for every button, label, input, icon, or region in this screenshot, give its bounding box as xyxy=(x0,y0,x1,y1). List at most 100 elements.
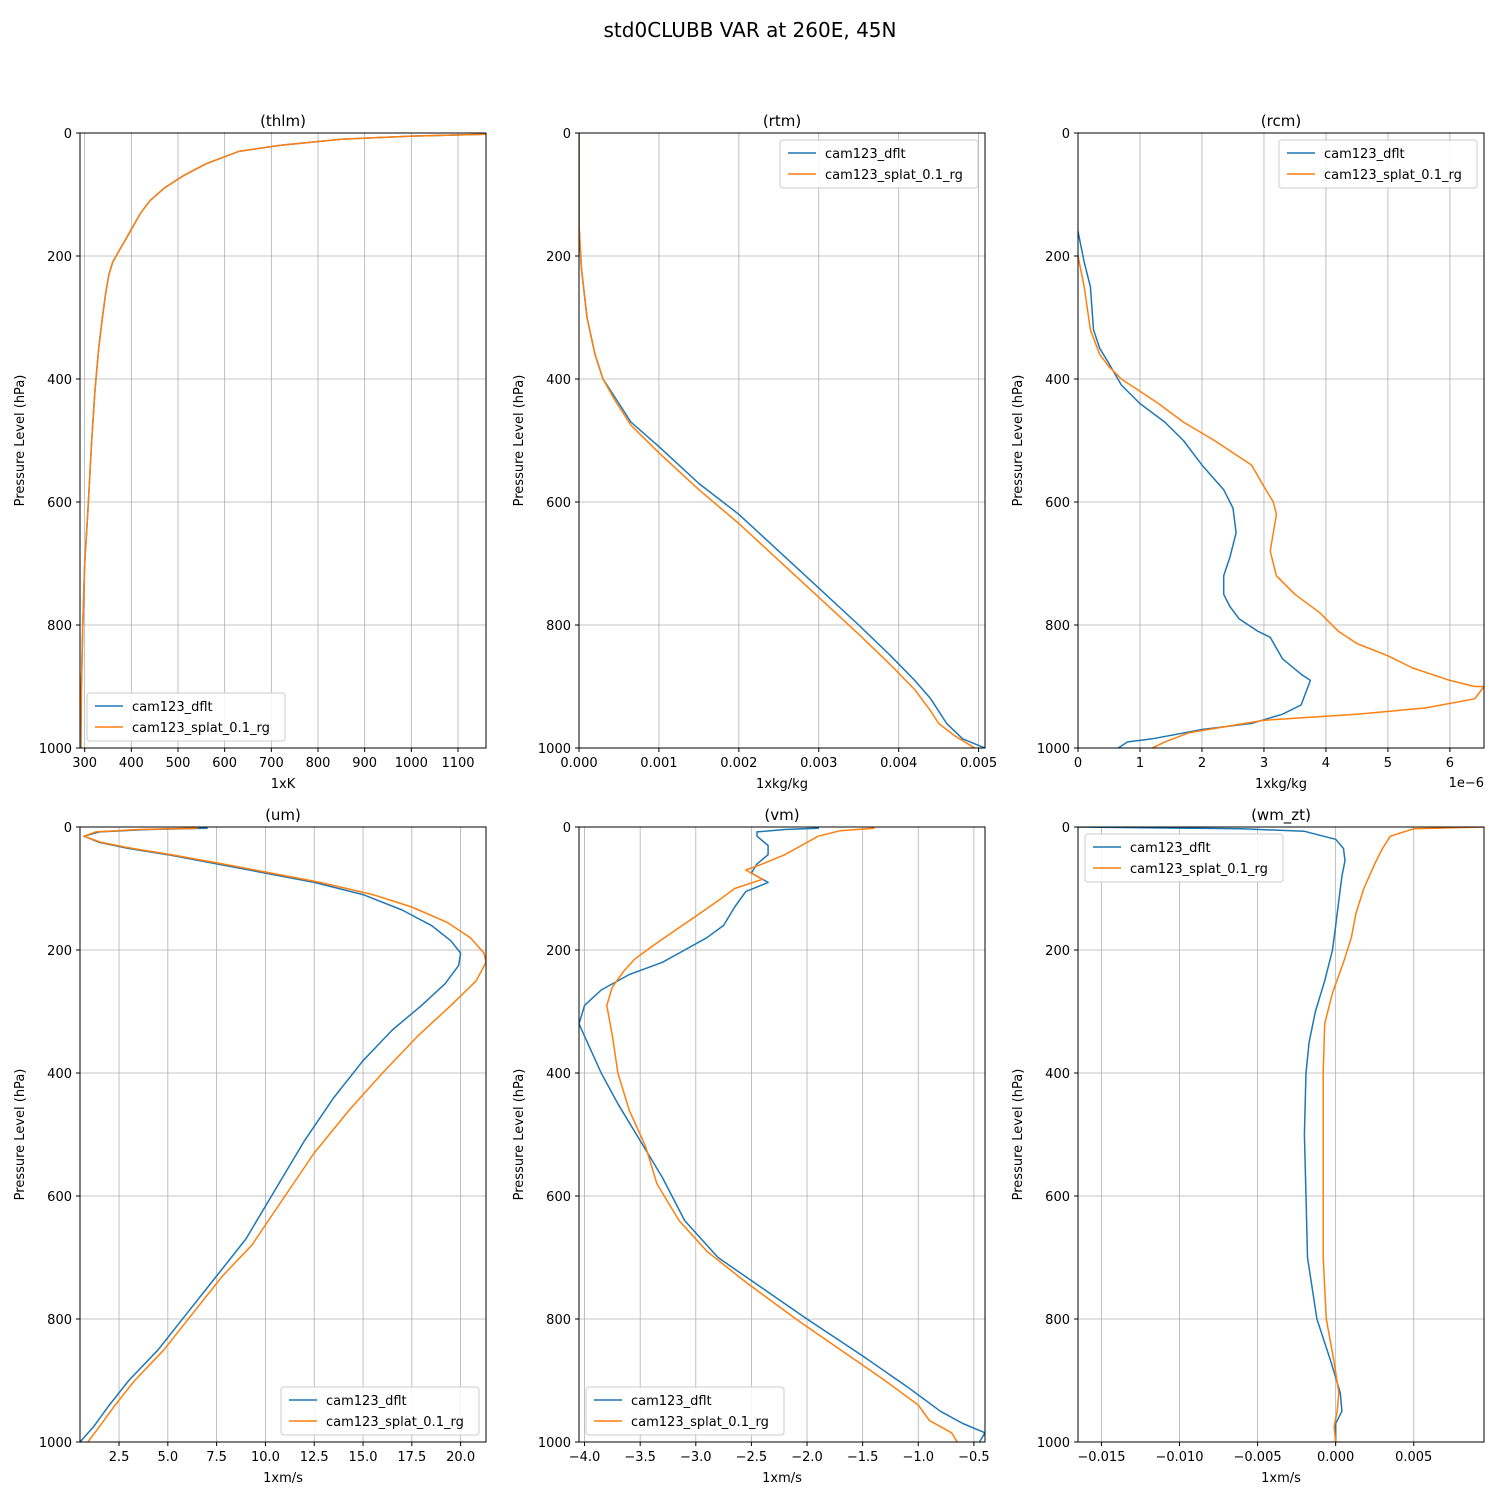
y-tick-label: 1000 xyxy=(1037,742,1070,757)
y-tick-label: 0 xyxy=(563,127,571,142)
y-tick-label: 200 xyxy=(47,250,72,265)
subplot-title: (rcm) xyxy=(1261,112,1301,130)
ticks: 2.5 5.0 7.5 10.0 12.5 15.0 17.5 20.0 0 200 400 600 8… xyxy=(39,821,475,1465)
y-tick-label: 1000 xyxy=(39,742,72,757)
y-tick-label: 200 xyxy=(1045,250,1070,265)
x-tick-label: 0.003 xyxy=(800,756,837,771)
legend-box xyxy=(86,692,286,742)
y-axis-label: Pressure Level (hPa) xyxy=(512,375,527,507)
y-tick-label: 800 xyxy=(1045,619,1070,634)
grid xyxy=(578,132,985,749)
series-line-cam123_dflt xyxy=(80,133,486,748)
y-tick-label: 1000 xyxy=(1037,1436,1070,1451)
x-tick-label: 12.5 xyxy=(300,1450,329,1465)
legend-label: cam123_splat_0.1_rg xyxy=(631,1415,769,1430)
series-line-cam123_splat_0.1_rg xyxy=(579,133,976,748)
y-tick-label: 1000 xyxy=(538,1436,571,1451)
x-tick-label: 0.002 xyxy=(720,756,757,771)
y-tick-label: 1000 xyxy=(538,742,571,757)
y-tick-label: 200 xyxy=(1045,944,1070,959)
x-tick-label: 1000 xyxy=(395,756,428,771)
x-tick-label: 400 xyxy=(119,756,144,771)
y-tick-label: 800 xyxy=(47,1313,72,1328)
legend-label: cam123_dflt xyxy=(825,147,906,162)
legend: cam123_dflt cam123_splat_0.1_rg xyxy=(86,692,286,742)
ticks: 0.000 0.001 0.002 0.003 0.004 0.005 0 200 400 600… xyxy=(538,127,997,771)
subplot-vm: −4.0 −3.5 −3.0 −2.5 −2.0 −1.5 −1.0 −0.5 0 200 400 6… xyxy=(512,806,990,1486)
legend-label: cam123_splat_0.1_rg xyxy=(825,168,963,183)
x-tick-label: 6 xyxy=(1446,756,1454,771)
y-tick-label: 800 xyxy=(47,619,72,634)
y-tick-label: 200 xyxy=(546,944,571,959)
x-tick-label: 800 xyxy=(306,756,331,771)
legend-box xyxy=(1278,139,1478,189)
series-line-cam123_dflt xyxy=(579,827,985,1442)
x-offset-label: 1e−6 xyxy=(1449,776,1484,791)
series-line-cam123_dflt xyxy=(579,133,985,748)
x-tick-label: 0.001 xyxy=(640,756,677,771)
y-axis-label: Pressure Level (hPa) xyxy=(1011,375,1026,507)
y-axis-label: Pressure Level (hPa) xyxy=(13,375,28,507)
x-tick-label: −2.0 xyxy=(791,1450,823,1465)
grid xyxy=(80,132,486,749)
x-tick-label: 0.004 xyxy=(880,756,917,771)
x-tick-label: 1 xyxy=(1136,756,1144,771)
x-tick-label: 0.000 xyxy=(560,756,597,771)
y-tick-label: 800 xyxy=(546,619,571,634)
y-tick-label: 600 xyxy=(546,496,571,511)
axes-frame xyxy=(79,132,487,749)
x-tick-label: 4 xyxy=(1322,756,1330,771)
y-tick-label: 400 xyxy=(546,1067,571,1082)
x-tick-label: 600 xyxy=(212,756,237,771)
x-tick-label: 900 xyxy=(352,756,377,771)
legend-label: cam123_dflt xyxy=(631,1394,712,1409)
x-tick-label: 0.005 xyxy=(1395,1450,1432,1465)
y-axis-label: Pressure Level (hPa) xyxy=(512,1069,527,1201)
series-line-cam123_splat_0.1_rg xyxy=(606,827,959,1442)
legend-label: cam123_splat_0.1_rg xyxy=(132,721,270,736)
x-axis-label: 1xK xyxy=(271,777,296,792)
y-tick-label: 600 xyxy=(47,1190,72,1205)
legend: cam123_dflt cam123_splat_0.1_rg xyxy=(779,139,979,189)
series-group xyxy=(579,133,985,748)
x-tick-label: 0.000 xyxy=(1317,1450,1354,1465)
series-line-cam123_splat_0.1_rg xyxy=(83,827,486,1442)
x-tick-label: −1.5 xyxy=(847,1450,879,1465)
x-tick-label: 20.0 xyxy=(446,1450,475,1465)
grid xyxy=(1078,826,1484,1443)
y-tick-label: 600 xyxy=(47,496,72,511)
x-axis-label: 1xm/s xyxy=(1261,1471,1301,1486)
ticks: −0.015 −0.010 −0.005 0.000 0.005 0 200 400 600 80… xyxy=(1037,821,1432,1465)
y-tick-label: 600 xyxy=(1045,1190,1070,1205)
series-group xyxy=(80,133,486,748)
subplot-rtm: 0.000 0.001 0.002 0.003 0.004 0.005 0 200 400 600… xyxy=(512,112,997,792)
subplot-um: 2.5 5.0 7.5 10.0 12.5 15.0 17.5 20.0 0 200 400 600 8… xyxy=(13,806,487,1486)
y-tick-label: 600 xyxy=(1045,496,1070,511)
legend-box xyxy=(585,1386,785,1436)
y-tick-label: 400 xyxy=(47,1067,72,1082)
axes-frame xyxy=(578,132,986,749)
x-tick-label: −0.015 xyxy=(1077,1450,1125,1465)
legend: cam123_dflt cam123_splat_0.1_rg xyxy=(585,1386,785,1436)
series-line-cam123_splat_0.1_rg xyxy=(1078,255,1484,748)
legend-label: cam123_splat_0.1_rg xyxy=(1324,168,1462,183)
x-tick-label: 0 xyxy=(1074,756,1082,771)
series-group xyxy=(1078,827,1484,1442)
legend-label: cam123_splat_0.1_rg xyxy=(326,1415,464,1430)
ticks: −4.0 −3.5 −3.0 −2.5 −2.0 −1.5 −1.0 −0.5 0 200 400 6… xyxy=(538,821,990,1465)
ticks: 300 400 500 600 700 800 900 1000 1100 0 200 400 600 8… xyxy=(39,127,475,771)
y-tick-label: 0 xyxy=(563,821,571,836)
y-tick-label: 800 xyxy=(546,1313,571,1328)
subplot-thlm: 300 400 500 600 700 800 900 1000 1100 0 200 400 600 8… xyxy=(13,112,487,792)
series-line-cam123_splat_0.1_rg xyxy=(80,133,486,748)
figure-title: std0CLUBB VAR at 260E, 45N xyxy=(604,18,897,42)
x-tick-label: 15.0 xyxy=(349,1450,378,1465)
series-line-cam123_dflt xyxy=(80,827,462,1442)
y-tick-label: 0 xyxy=(1062,127,1070,142)
x-tick-label: −2.5 xyxy=(736,1450,768,1465)
subplot-title: (thlm) xyxy=(260,112,306,130)
grid xyxy=(80,826,486,1443)
y-tick-label: 400 xyxy=(1045,373,1070,388)
subplot-title: (vm) xyxy=(764,806,799,824)
